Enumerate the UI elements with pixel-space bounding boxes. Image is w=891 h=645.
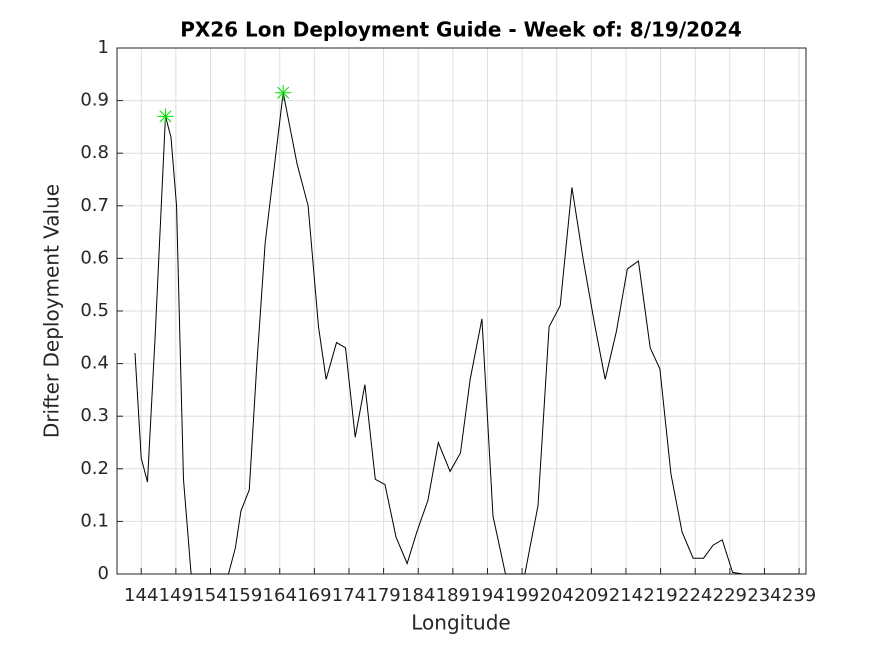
x-tick-label: 149 bbox=[159, 585, 193, 606]
y-tick-label: 0.8 bbox=[80, 142, 109, 163]
y-tick-label: 0.4 bbox=[80, 353, 109, 374]
y-tick-label: 0.5 bbox=[80, 300, 109, 321]
data-line bbox=[134, 92, 799, 575]
x-tick-label: 204 bbox=[540, 585, 574, 606]
x-tick-label: 174 bbox=[332, 585, 366, 606]
x-tick-label: 224 bbox=[678, 585, 712, 606]
x-tick-label: 154 bbox=[193, 585, 227, 606]
y-tick-label: 0.7 bbox=[80, 195, 109, 216]
x-tick-label: 194 bbox=[470, 585, 504, 606]
y-tick-label: 0.6 bbox=[80, 247, 109, 268]
y-tick-label: 0.3 bbox=[80, 405, 109, 426]
x-tick-label: 209 bbox=[574, 585, 608, 606]
y-tick-label: 0.2 bbox=[80, 458, 109, 479]
y-tick-label: 0.9 bbox=[80, 90, 109, 111]
y-tick-label: 0 bbox=[98, 563, 109, 584]
x-tick-label: 184 bbox=[401, 585, 435, 606]
y-tick-label: 0.1 bbox=[80, 510, 109, 531]
x-tick-label: 234 bbox=[747, 585, 781, 606]
x-tick-label: 179 bbox=[366, 585, 400, 606]
peak-marker bbox=[275, 84, 292, 101]
x-tick-label: 229 bbox=[713, 585, 747, 606]
x-tick-label: 159 bbox=[228, 585, 262, 606]
x-tick-label: 164 bbox=[263, 585, 297, 606]
y-axis-label: Drifter Deployment Value bbox=[40, 184, 64, 438]
x-tick-label: 214 bbox=[609, 585, 643, 606]
y-tick-label: 1 bbox=[98, 37, 109, 58]
x-tick-label: 169 bbox=[297, 585, 331, 606]
peak-marker bbox=[157, 108, 174, 125]
x-tick-label: 199 bbox=[505, 585, 539, 606]
x-tick-label: 219 bbox=[643, 585, 677, 606]
x-tick-label: 144 bbox=[124, 585, 158, 606]
chart-title: PX26 Lon Deployment Guide - Week of: 8/1… bbox=[180, 18, 742, 42]
plot-frame bbox=[116, 47, 807, 575]
x-tick-label: 189 bbox=[436, 585, 470, 606]
x-tick-label: 239 bbox=[782, 585, 816, 606]
x-axis-label: Longitude bbox=[411, 611, 510, 635]
